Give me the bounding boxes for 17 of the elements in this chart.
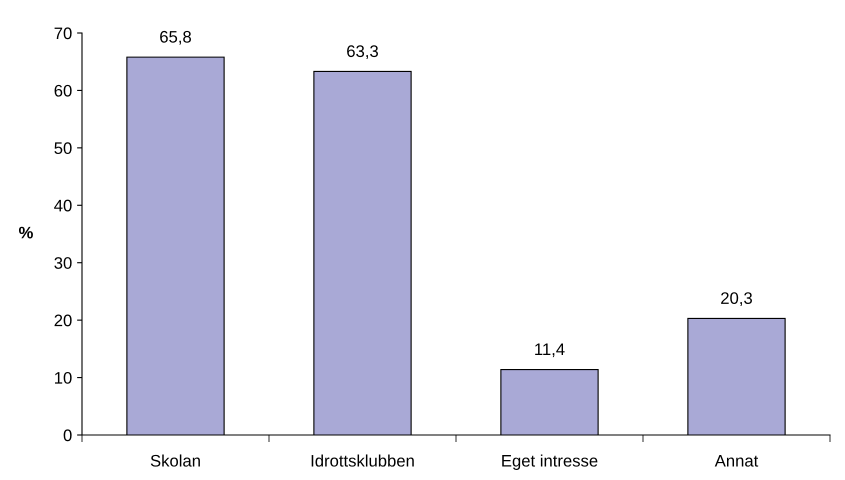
y-tick-label: 60 — [54, 84, 72, 97]
x-tick-label: Annat — [714, 455, 758, 467]
data-label: 20,3 — [721, 292, 752, 306]
y-tick-label: 50 — [54, 142, 72, 154]
y-tick-label: 20 — [54, 314, 72, 326]
y-tick-label: 40 — [54, 200, 72, 212]
x-tick-label: Eget intresse — [502, 454, 598, 470]
y-tick-label: 30 — [54, 257, 72, 269]
y-tick-label: 0 — [64, 429, 72, 442]
y-tick-label: 70 — [54, 27, 72, 40]
data-label: 65,8 — [160, 30, 191, 45]
x-tick-label: Idrottsklubben — [312, 454, 414, 467]
data-label: 63,3 — [347, 45, 378, 60]
y-tick-label: 10 — [55, 372, 72, 384]
x-tick-label: Skolan — [150, 454, 200, 467]
y-axis-title: % — [18, 226, 33, 238]
data-label: 11,4 — [535, 343, 565, 358]
